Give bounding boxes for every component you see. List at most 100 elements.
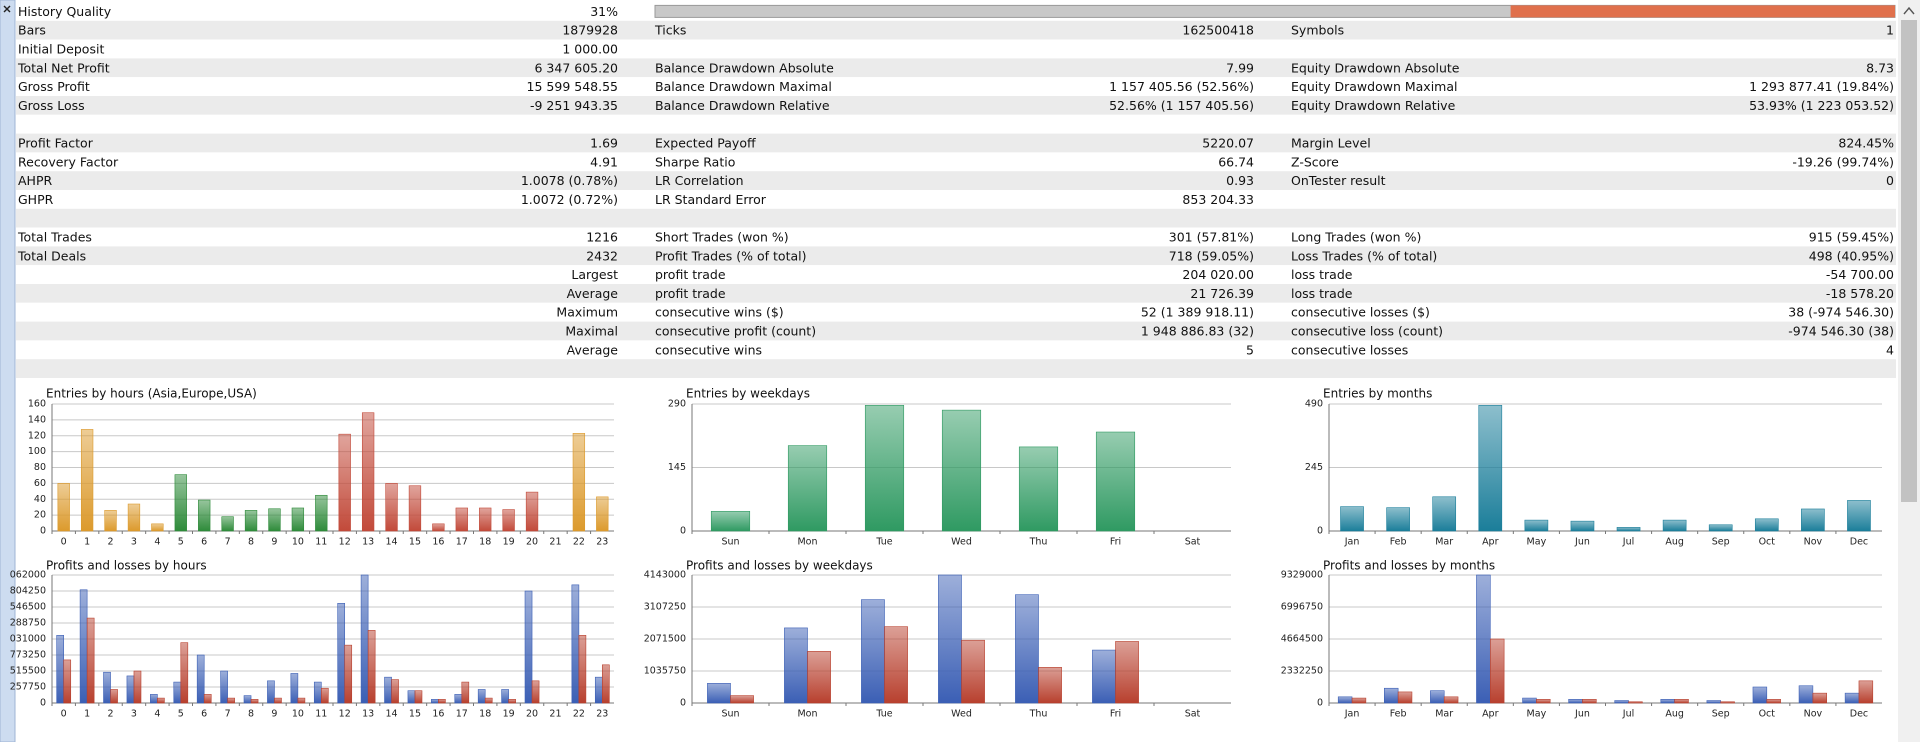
bar [344,644,353,704]
stat-label: Balance Drawdown Maximal [655,79,832,94]
bar [220,670,228,704]
bar [884,626,908,704]
stat-value: -974 546.30 (38) [1788,324,1894,339]
y-tick-label: 160 [28,399,46,410]
bar [1443,696,1459,704]
x-tick-label: Sat [1185,537,1201,548]
stat-value: Largest [571,267,618,282]
stat-value: 301 (57.81%) [1169,230,1254,245]
bar [407,690,416,704]
scroll-thumb[interactable] [1901,20,1917,502]
close-button[interactable] [3,5,11,13]
bar [203,694,212,704]
bar [941,409,982,532]
bar [1489,638,1505,704]
bar [173,681,182,704]
bar [196,654,205,704]
bar [1754,518,1779,532]
bar [1476,574,1491,704]
y-tick-label: 0 [680,526,686,537]
bar [80,429,94,532]
stat-value: 0.93 [1226,173,1254,188]
x-tick-label: 11 [315,537,327,548]
bar [502,509,515,532]
stat-value: 2432 [586,248,618,263]
bar [385,483,398,532]
x-tick-label: 19 [503,709,515,720]
bar [707,683,731,704]
bar [864,405,905,532]
stat-value: 1216 [586,230,618,245]
bar [432,523,445,532]
stat-label: Balance Drawdown Relative [655,98,830,113]
y-tick-label: 0 [1317,698,1323,709]
y-tick-label: 2071500 [644,634,686,645]
y-tick-label: 20 [34,510,46,521]
bar [1432,496,1457,532]
x-tick-label: 16 [432,709,444,720]
bar [1766,699,1781,704]
bar [414,690,423,704]
row-background [16,171,1896,190]
row-background [16,208,1896,228]
stat-value: 1.0078 (0.78%) [521,173,618,188]
bar [1524,519,1549,532]
stat-label: Symbols [1291,23,1344,38]
y-tick-label: 804250 [10,586,46,597]
bar [508,699,516,704]
bar [961,639,985,704]
x-tick-label: Fri [1110,709,1121,720]
stat-value: 1.0072 (0.72%) [521,192,618,207]
bar [1038,667,1062,704]
bar [1092,649,1116,704]
bar [274,697,282,704]
stat-label: Bars [18,23,46,38]
stat-label: Loss Trades (% of total) [1291,248,1437,263]
x-tick-label: May [1527,709,1547,720]
stat-value: 853 204.33 [1182,192,1254,207]
stat-label: LR Standard Error [655,192,767,207]
chart-title: Profits and losses by hours [46,559,207,573]
y-tick-label: 100 [28,446,46,457]
bar [1430,690,1445,704]
x-tick-label: Jun [1574,709,1590,720]
row-background [16,58,1896,78]
x-tick-label: 12 [339,709,351,720]
x-tick-label: May [1527,537,1547,548]
bar [578,635,587,704]
bar [454,694,463,704]
bar [710,510,751,532]
stat-value: 4 [1886,342,1894,357]
bar [127,503,141,532]
x-tick-label: Sat [1185,709,1201,720]
bar [103,671,111,704]
x-tick-label: 23 [596,537,608,548]
scroll-up[interactable] [1903,6,1915,15]
x-tick-label: 13 [362,709,374,720]
bar [110,689,118,704]
y-tick-label: 4664500 [1281,634,1323,645]
x-tick-label: 20 [526,709,538,720]
bar [79,589,88,704]
chart-title: Profits and losses by weekdays [686,559,873,573]
stat-value: 5 [1246,342,1254,357]
bar [431,699,439,704]
x-tick-label: 16 [432,537,444,548]
stat-label: History Quality [18,4,112,19]
bar [150,694,158,704]
x-tick-label: Mar [1435,709,1453,720]
x-tick-label: 18 [479,537,491,548]
stat-value: 498 (40.95%) [1809,248,1894,263]
x-tick-label: 23 [596,709,608,720]
bar [461,681,470,704]
row-background [16,152,1896,172]
x-tick-label: 1 [84,537,90,548]
y-tick-label: 120 [28,430,46,441]
stat-value: 31% [590,4,618,19]
bar [1386,507,1410,532]
stat-value: 1 157 405.56 (52.56%) [1109,79,1254,94]
stat-label: Balance Drawdown Absolute [655,60,834,75]
bar [1115,641,1139,704]
row-background [16,39,1896,59]
bar [1384,687,1399,704]
